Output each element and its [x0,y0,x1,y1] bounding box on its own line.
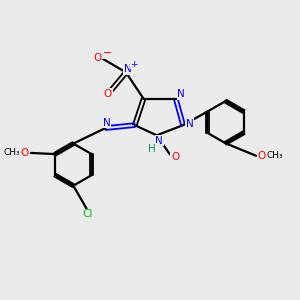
Text: O: O [257,151,266,161]
Text: CH₃: CH₃ [4,148,20,158]
Text: N: N [155,136,163,146]
Text: O: O [94,53,102,63]
Text: −: − [103,48,112,59]
Text: CH₃: CH₃ [267,152,284,160]
Text: +: + [130,60,138,69]
Text: Cl: Cl [83,209,93,219]
Text: H: H [148,143,156,154]
Text: O: O [104,88,112,98]
Text: N: N [124,64,131,74]
Text: O: O [171,152,179,162]
Text: N: N [186,119,194,129]
Text: N: N [177,89,185,99]
Text: O: O [20,148,28,158]
Text: N: N [103,118,111,128]
